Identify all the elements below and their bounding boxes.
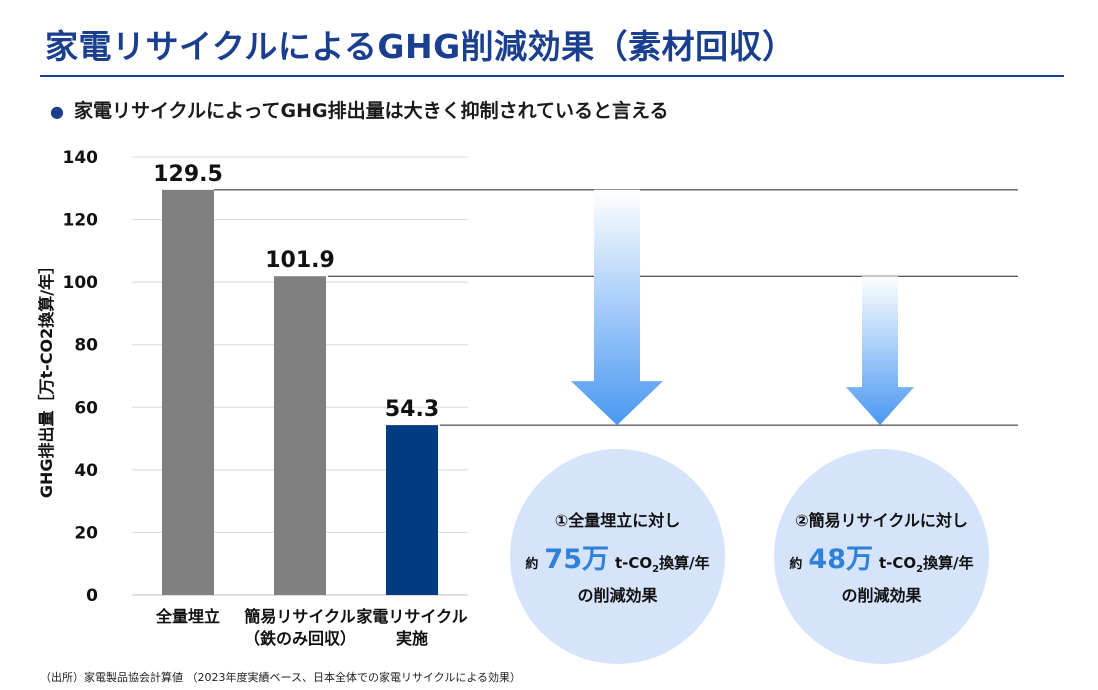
callout-2-heading: ②簡易リサイクルに対し	[795, 511, 968, 530]
x-category-label: 全量埋立	[155, 607, 220, 626]
bullet-point: ● 家電リサイクルによってGHG排出量は大きく抑制されていると言える	[50, 96, 668, 123]
chart-labels: 0 20 40 60 80 100 120 140 GHG排出量［万t-CO2換算/年］ 129.…	[37, 148, 468, 648]
y-tick-label: 60	[74, 398, 98, 418]
source-note: （出所）家電製品協会計算値 （2023年度実績ベース、日本全体での家電リサイクル…	[40, 671, 522, 684]
x-category-label: 実施	[396, 629, 428, 648]
callout-2-prefix: 約	[789, 557, 803, 572]
y-tick-label: 20	[74, 523, 98, 543]
reduction-arrows	[571, 189, 914, 426]
y-tick-label: 0	[86, 586, 98, 606]
bar	[386, 425, 438, 595]
callout-1-heading: ①全量埋立に対し	[554, 511, 681, 530]
callout-1-footer: の削減効果	[577, 586, 658, 605]
callout-2-unit-rest: 換算/年	[923, 554, 974, 572]
bullet-text: 家電リサイクルによってGHG排出量は大きく抑制されていると言える	[73, 100, 669, 122]
x-category-label: 簡易リサイクル	[243, 607, 355, 626]
callout-1-unit: t-CO	[614, 554, 653, 572]
bar-value-label: 54.3	[385, 397, 439, 422]
bar-value-label: 129.5	[153, 162, 223, 187]
callout-1-prefix: 約	[525, 557, 539, 572]
bar	[162, 189, 214, 595]
callout-1-unit-sub: 2	[652, 564, 660, 576]
x-category-label: （鉄のみ回収）	[244, 629, 356, 648]
callout-2-unit-sub: 2	[916, 564, 924, 576]
callout-circle-1: ①全量埋立に対し 約 75万 t-CO2換算/年 の削減効果	[510, 449, 725, 664]
title-underline	[40, 75, 1064, 77]
down-arrow-icon	[571, 189, 663, 426]
y-tick-label: 120	[63, 211, 99, 231]
y-tick-label: 140	[63, 148, 99, 168]
callout-1-amount-line: 約 75万 t-CO2換算/年	[525, 537, 709, 576]
bar-value-label: 101.9	[265, 248, 335, 273]
y-axis-label: GHG排出量［万t-CO2換算/年］	[37, 258, 56, 498]
x-category-label: 家電リサイクル	[356, 607, 467, 626]
callout-2-amount: 48万	[808, 544, 873, 575]
y-tick-label: 100	[63, 273, 99, 293]
page-title: 家電リサイクルによるGHG削減効果（素材回収）	[45, 27, 796, 66]
callout-2-amount-line: 約 48万 t-CO2換算/年	[789, 537, 973, 576]
down-arrow-icon	[846, 276, 914, 426]
bar	[274, 276, 326, 595]
callout-1-unit-rest: 換算/年	[659, 554, 710, 572]
callout-1-amount: 75万	[544, 544, 609, 575]
bullet-dot-icon: ●	[50, 102, 64, 121]
bars	[162, 189, 438, 595]
y-tick-label: 40	[74, 461, 98, 481]
callout-2-footer: の削減効果	[841, 586, 922, 605]
y-tick-label: 80	[74, 336, 98, 356]
callout-2-unit: t-CO	[878, 554, 917, 572]
callout-circle-2: ②簡易リサイクルに対し 約 48万 t-CO2換算/年 の削減効果	[774, 449, 989, 664]
